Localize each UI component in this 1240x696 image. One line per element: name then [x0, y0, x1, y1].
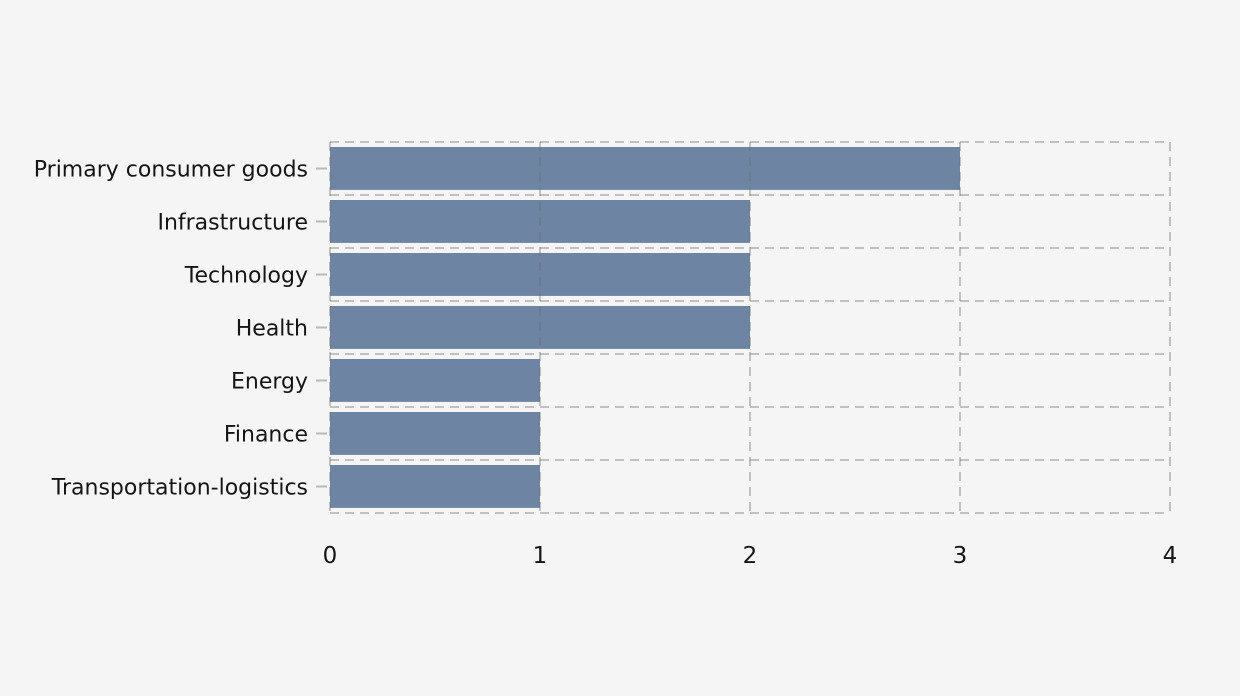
bar-infrastructure [330, 200, 750, 243]
x-tick-label-2: 2 [743, 543, 758, 569]
bar-health [330, 306, 750, 349]
bar-finance [330, 412, 540, 455]
gridlines-group [329, 141, 1171, 514]
y-tick-label-finance: Finance [224, 422, 308, 447]
bar-technology [330, 253, 750, 296]
bars-group [330, 147, 960, 508]
x-axis-group: 0 1 2 3 4 [323, 543, 1178, 569]
x-tick-label-1: 1 [533, 543, 548, 569]
bar-primary-consumer-goods [330, 147, 960, 190]
x-tick-label-3: 3 [953, 543, 968, 569]
y-tick-label-infrastructure: Infrastructure [157, 210, 308, 235]
bar-energy [330, 359, 540, 402]
x-tick-label-0: 0 [323, 543, 338, 569]
x-tick-label-4: 4 [1163, 543, 1178, 569]
y-tick-label-technology: Technology [184, 263, 308, 288]
y-tick-label-transportation-logistics: Transportation-logistics [51, 475, 308, 500]
y-tick-label-energy: Energy [231, 369, 308, 394]
y-axis-group: Primary consumer goods Infrastructure Tech… [34, 157, 327, 500]
y-tick-label-health: Health [236, 316, 308, 341]
y-tick-label-primary-consumer-goods: Primary consumer goods [34, 157, 308, 182]
bar-transportation-logistics [330, 465, 540, 508]
